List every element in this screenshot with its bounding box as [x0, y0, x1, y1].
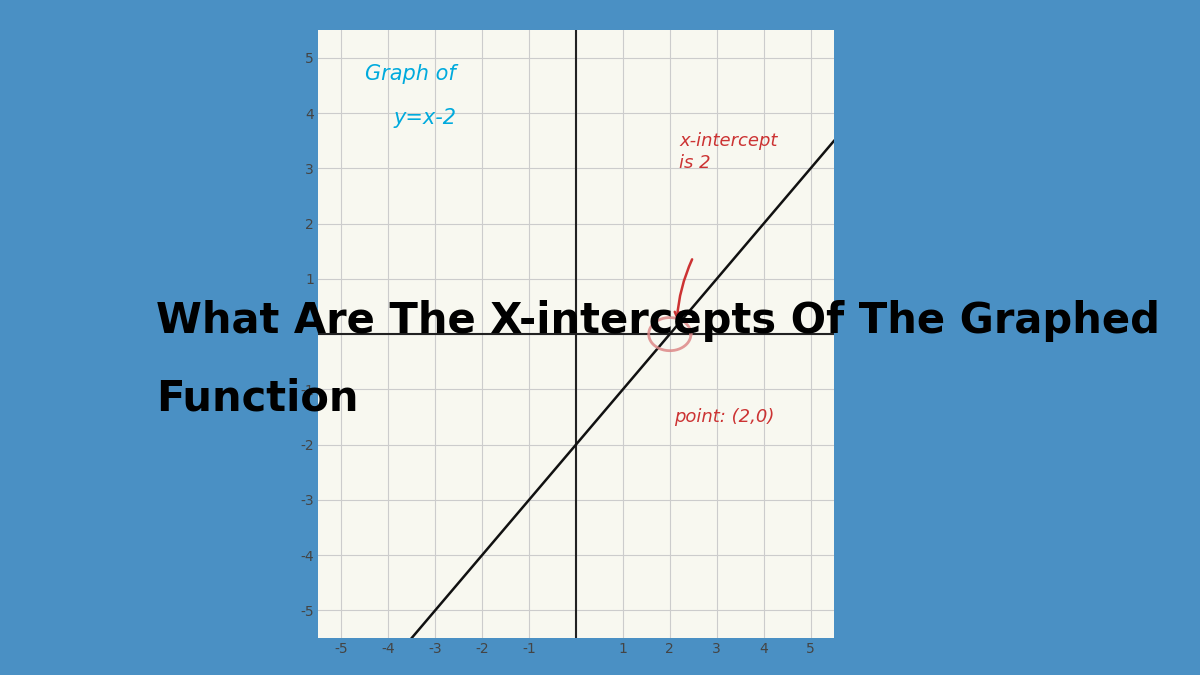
Text: What Are The X-intercepts Of The Graphed: What Are The X-intercepts Of The Graphed: [156, 300, 1160, 342]
Text: Function: Function: [156, 377, 359, 419]
Text: point: (2,0): point: (2,0): [674, 408, 775, 427]
Text: Graph of: Graph of: [365, 64, 456, 84]
Text: y=x-2: y=x-2: [394, 108, 456, 128]
Text: x-intercept
is 2: x-intercept is 2: [679, 132, 778, 172]
